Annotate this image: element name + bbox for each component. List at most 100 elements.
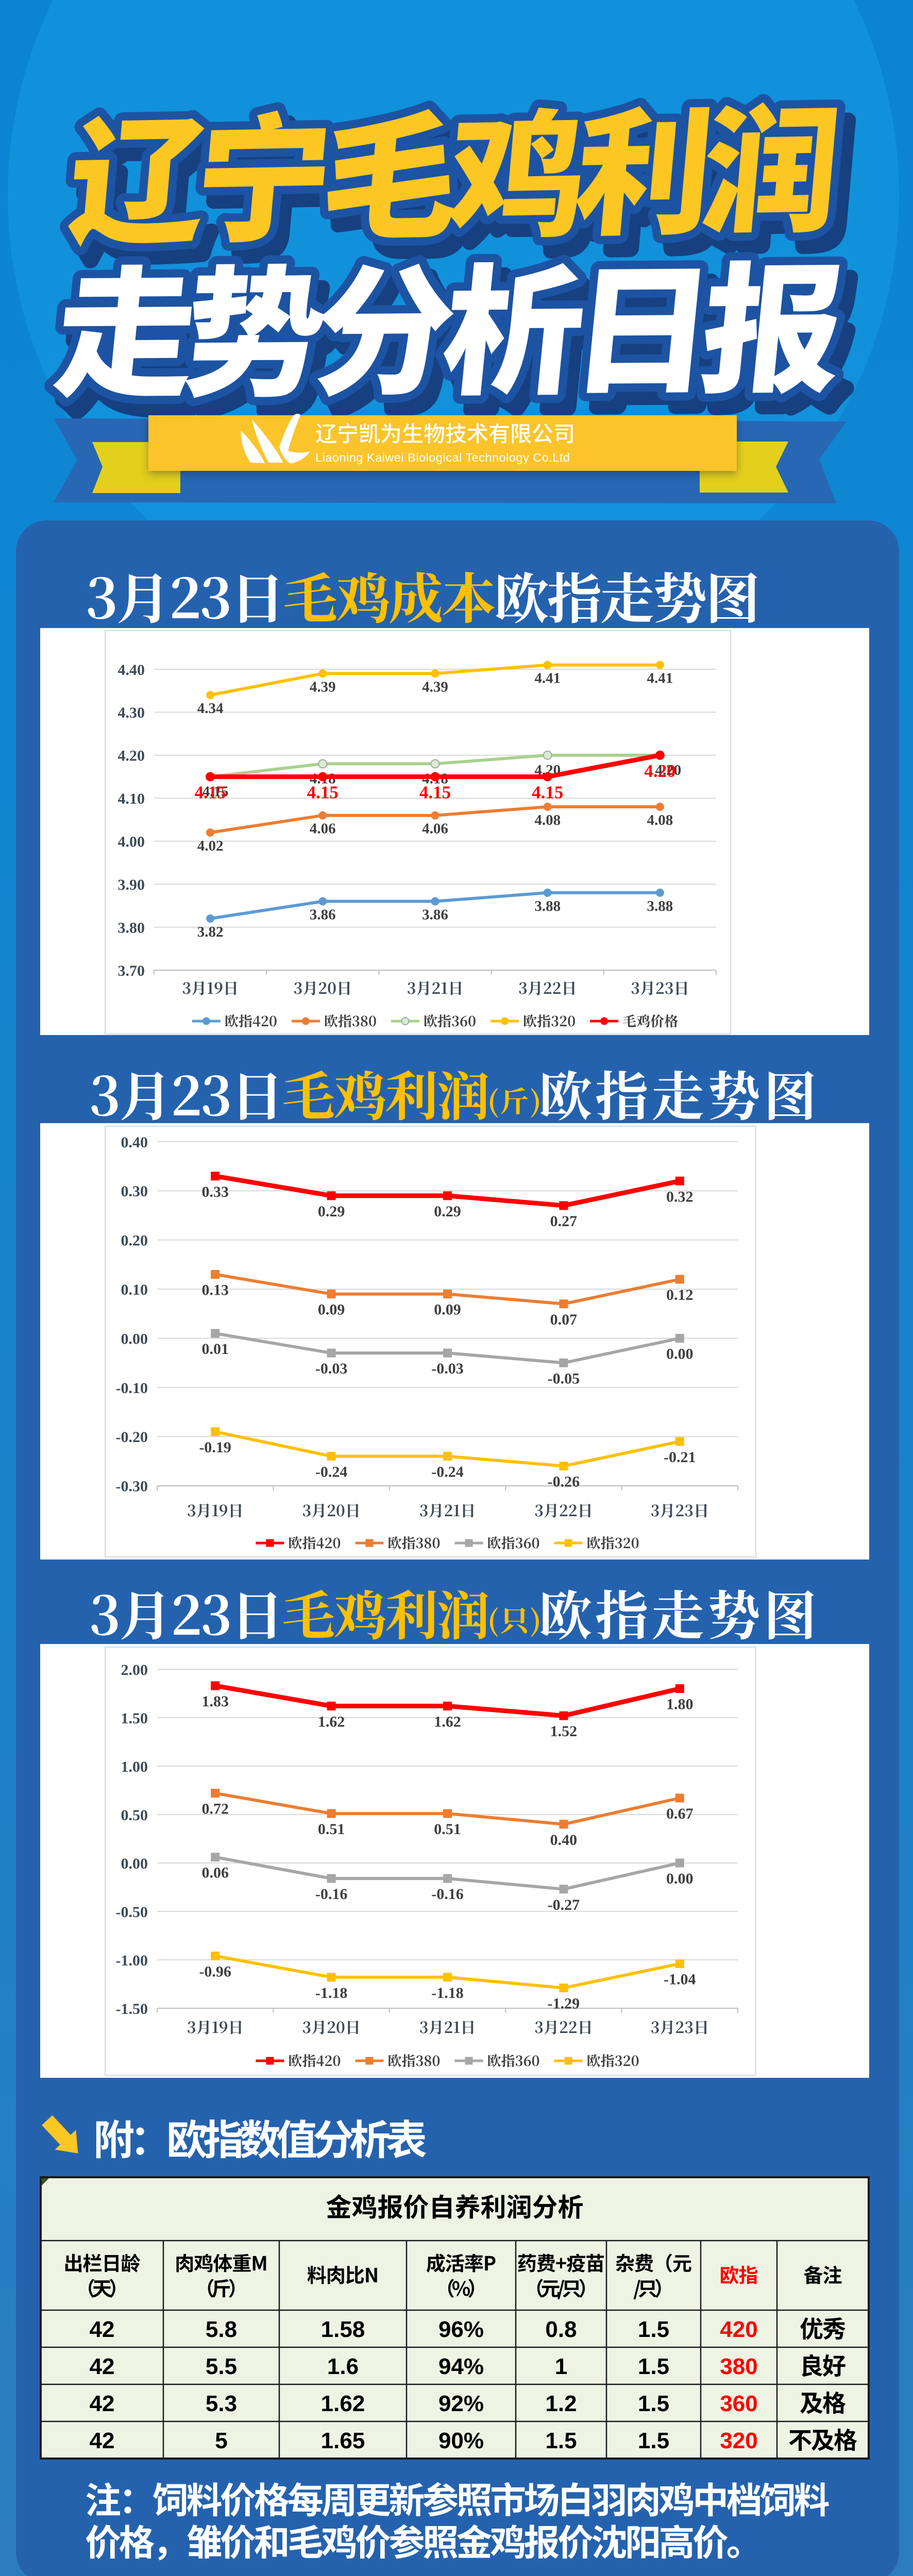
svg-text:-0.21: -0.21: [664, 1449, 696, 1466]
svg-text:0.51: 0.51: [318, 1821, 345, 1838]
svg-text:-0.30: -0.30: [116, 1478, 148, 1495]
svg-text:0.27: 0.27: [550, 1213, 578, 1230]
svg-text:-0.26: -0.26: [548, 1473, 580, 1490]
svg-text:0.10: 0.10: [121, 1281, 148, 1298]
svg-text:0.01: 0.01: [201, 1341, 229, 1358]
svg-text:4.08: 4.08: [534, 812, 561, 828]
svg-text:5.3: 5.3: [206, 2391, 237, 2416]
svg-text:0.09: 0.09: [434, 1301, 461, 1318]
svg-text:0.00: 0.00: [121, 1330, 148, 1347]
svg-text:5.5: 5.5: [206, 2354, 237, 2379]
svg-text:2.00: 2.00: [121, 1662, 148, 1679]
svg-text:380: 380: [720, 2354, 757, 2379]
svg-text:-1.00: -1.00: [116, 1952, 148, 1969]
svg-text:-1.04: -1.04: [664, 1971, 696, 1988]
svg-text:5.8: 5.8: [206, 2317, 237, 2342]
svg-text:-1.18: -1.18: [315, 1985, 348, 2002]
svg-text:0.40: 0.40: [121, 1134, 148, 1151]
svg-text:1.83: 1.83: [201, 1693, 229, 1710]
svg-text:4.10: 4.10: [118, 790, 145, 807]
svg-text:-0.16: -0.16: [315, 1886, 348, 1903]
svg-text:1.5: 1.5: [638, 2354, 669, 2379]
svg-text:-0.50: -0.50: [116, 1904, 148, 1921]
svg-text:4.40: 4.40: [118, 662, 145, 679]
svg-text:0.06: 0.06: [201, 1865, 229, 1882]
svg-text:3.88: 3.88: [534, 898, 561, 914]
svg-text:-1.18: -1.18: [431, 1985, 464, 2002]
svg-text:4.00: 4.00: [118, 834, 145, 851]
svg-text:1.00: 1.00: [121, 1758, 148, 1775]
svg-text:0.51: 0.51: [434, 1821, 461, 1838]
svg-text:0.00: 0.00: [666, 1346, 694, 1363]
svg-text:0.20: 0.20: [121, 1232, 148, 1249]
svg-text:4.20: 4.20: [118, 748, 145, 765]
svg-text:1.65: 1.65: [321, 2428, 365, 2453]
svg-text:4.15: 4.15: [307, 783, 339, 803]
svg-text:1.50: 1.50: [121, 1710, 148, 1727]
svg-text:4.39: 4.39: [422, 679, 448, 695]
svg-text:42: 42: [90, 2317, 115, 2342]
svg-text:4.15: 4.15: [202, 784, 229, 800]
svg-text:-0.24: -0.24: [315, 1464, 348, 1481]
svg-text:4.15: 4.15: [532, 783, 563, 803]
svg-text:4.02: 4.02: [197, 838, 224, 854]
svg-text:1.62: 1.62: [434, 1713, 461, 1730]
svg-text:-0.16: -0.16: [431, 1886, 464, 1903]
svg-text:5: 5: [215, 2428, 227, 2453]
svg-text:1.62: 1.62: [318, 1713, 345, 1730]
svg-text:1.5: 1.5: [638, 2317, 669, 2342]
svg-text:1.5: 1.5: [638, 2391, 669, 2416]
svg-text:42: 42: [90, 2428, 115, 2453]
svg-text:0.29: 0.29: [318, 1203, 345, 1220]
svg-text:4.41: 4.41: [647, 670, 673, 687]
svg-text:0.12: 0.12: [666, 1286, 694, 1303]
svg-text:4.30: 4.30: [118, 704, 145, 721]
svg-text:90%: 90%: [438, 2428, 484, 2453]
svg-text:320: 320: [720, 2428, 757, 2453]
svg-text:1.58: 1.58: [321, 2317, 365, 2342]
svg-text:4.15: 4.15: [419, 783, 451, 803]
svg-text:0.30: 0.30: [121, 1183, 148, 1200]
svg-text:-0.24: -0.24: [431, 1464, 464, 1481]
svg-text:0.72: 0.72: [201, 1801, 229, 1818]
svg-text:-0.96: -0.96: [199, 1963, 231, 1980]
svg-text:3.80: 3.80: [118, 919, 145, 936]
svg-text:4.06: 4.06: [422, 821, 448, 837]
svg-text:-0.03: -0.03: [431, 1360, 464, 1377]
svg-text:-0.03: -0.03: [315, 1360, 348, 1377]
svg-text:0.40: 0.40: [550, 1832, 578, 1849]
svg-text:4.06: 4.06: [310, 821, 336, 837]
svg-text:0.33: 0.33: [201, 1183, 229, 1200]
svg-text:4.41: 4.41: [534, 670, 561, 687]
svg-text:-1.50: -1.50: [116, 2001, 148, 2018]
svg-text:-0.05: -0.05: [548, 1370, 580, 1387]
svg-text:0.00: 0.00: [121, 1855, 148, 1872]
svg-text:1: 1: [555, 2354, 567, 2379]
svg-text:0.13: 0.13: [201, 1282, 229, 1299]
svg-text:4.39: 4.39: [310, 679, 336, 695]
svg-text:1.5: 1.5: [638, 2428, 669, 2453]
svg-text:1.2: 1.2: [545, 2391, 577, 2416]
svg-text:3.86: 3.86: [422, 907, 448, 923]
svg-text:1.80: 1.80: [666, 1696, 694, 1713]
svg-text:-0.19: -0.19: [199, 1439, 231, 1456]
svg-text:96%: 96%: [438, 2317, 484, 2342]
svg-text:4.20: 4.20: [655, 762, 682, 778]
svg-text:0.29: 0.29: [434, 1203, 461, 1220]
svg-text:0.00: 0.00: [666, 1870, 694, 1887]
svg-text:3.90: 3.90: [118, 876, 145, 893]
svg-text:-0.10: -0.10: [116, 1380, 148, 1397]
svg-text:3.82: 3.82: [197, 924, 224, 940]
svg-text:1.6: 1.6: [327, 2354, 359, 2379]
svg-text:0.8: 0.8: [545, 2317, 577, 2342]
svg-text:0.07: 0.07: [550, 1311, 578, 1328]
svg-text:360: 360: [720, 2391, 757, 2416]
svg-text:-1.29: -1.29: [548, 1995, 580, 2012]
svg-text:420: 420: [720, 2317, 757, 2342]
svg-text:-0.20: -0.20: [116, 1429, 148, 1446]
svg-text:0.09: 0.09: [318, 1301, 345, 1318]
svg-text:Liaoning Kaiwei Biological Tec: Liaoning Kaiwei Biological Technology Co…: [315, 451, 570, 464]
svg-text:92%: 92%: [438, 2391, 484, 2416]
svg-text:1.62: 1.62: [321, 2391, 365, 2416]
svg-text:4.20: 4.20: [644, 761, 675, 781]
